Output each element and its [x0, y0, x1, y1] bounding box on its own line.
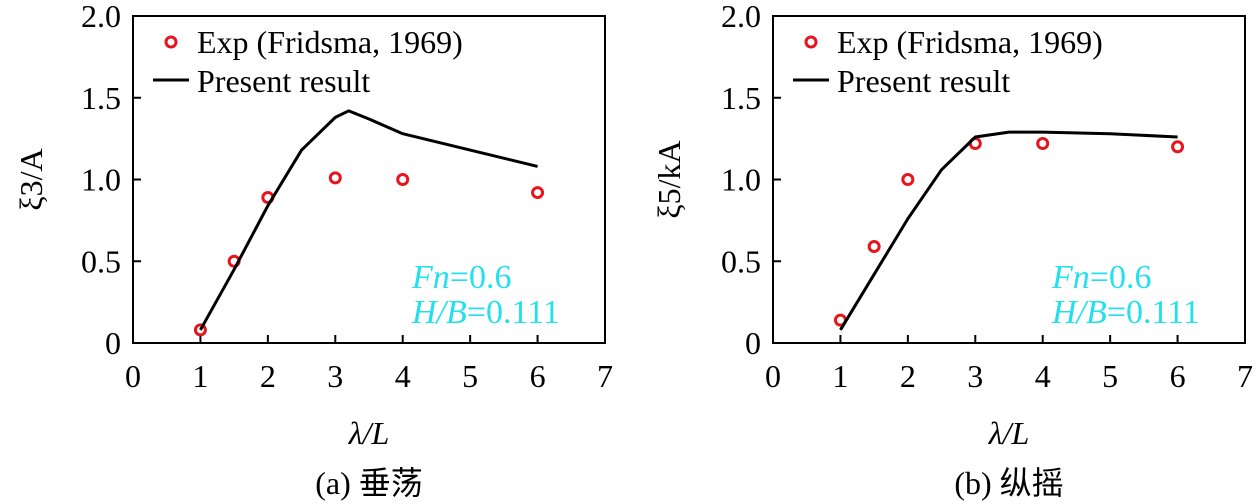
annotation-symbol: Fn	[1051, 259, 1090, 296]
y-tick-label: 0.5	[81, 243, 121, 279]
x-tick-label: 4	[1035, 358, 1051, 394]
legend-label-present: Present result	[837, 63, 1010, 99]
y-tick-label: 1.5	[721, 80, 761, 116]
y-tick-label: 1.0	[81, 162, 121, 198]
panel-caption: (a) 垂荡	[315, 465, 423, 501]
y-tick-label: 0	[745, 325, 761, 361]
legend-label-exp: Exp (Fridsma, 1969)	[837, 24, 1103, 60]
x-axis-label: λ/L	[348, 415, 390, 451]
data-point-exp	[867, 240, 881, 254]
annotation-fn: Fn=0.6	[411, 259, 511, 296]
annotation-hb: H/B=0.111	[411, 294, 560, 331]
x-tick-label: 4	[395, 358, 411, 394]
data-point-exp	[901, 173, 915, 186]
y-tick-label: 1.5	[81, 80, 121, 116]
x-tick-label: 2	[260, 358, 276, 394]
x-tick-label: 1	[832, 358, 848, 394]
y-axis-label: ξ3/A	[13, 148, 49, 210]
data-point-exp	[328, 171, 342, 185]
y-tick-label: 2.0	[721, 0, 761, 34]
x-tick-label: 0	[125, 358, 141, 394]
x-tick-label: 3	[967, 358, 983, 394]
y-tick-label: 0	[105, 325, 121, 361]
series-line-present-result	[199, 109, 538, 331]
x-tick-label: 7	[1237, 358, 1253, 394]
x-tick-label: 0	[765, 358, 781, 394]
legend-label-present: Present result	[197, 63, 370, 99]
chart-panel-b: 0 1 2 3 4 5 6 7 0 0.5 1.0 1.5 2.0 λ/L ξ5/kA (b) 纵摇 Exp (…	[651, 0, 1253, 501]
x-tick-label: 2	[900, 358, 916, 394]
x-tick-label: 6	[530, 358, 546, 394]
data-point-exp	[1036, 137, 1050, 151]
series-line-present-result	[839, 130, 1178, 331]
chart-panel-a: 0 1 2 3 4 5 6 7 0 0.5 1.0 1.5 2.0 λ/L ξ3/A (a) 垂荡 Exp (F…	[13, 0, 613, 501]
legend-marker-exp	[804, 35, 818, 49]
x-tick-label: 5	[1102, 358, 1118, 394]
y-tick-label: 0.5	[721, 243, 761, 279]
y-axis-label: ξ5/kA	[651, 140, 687, 218]
panel-caption: (b) 纵摇	[954, 465, 1063, 501]
annotation-symbol: Fn	[411, 259, 450, 296]
y-tick-label: 2.0	[81, 0, 121, 34]
x-tick-label: 6	[1170, 358, 1186, 394]
x-tick-label: 3	[327, 358, 343, 394]
legend-marker-exp	[164, 35, 178, 49]
annotation-value: =0.111	[1107, 294, 1200, 331]
annotation-value: =0.6	[1090, 259, 1152, 296]
legend-label-exp: Exp (Fridsma, 1969)	[197, 24, 463, 60]
annotation-hb: H/B=0.111	[1051, 294, 1200, 331]
data-point-exp	[193, 323, 207, 337]
y-tick-label: 1.0	[721, 162, 761, 198]
x-tick-label: 5	[462, 358, 478, 394]
annotation-value: =0.6	[450, 259, 512, 296]
annotation-fn: Fn=0.6	[1051, 259, 1151, 296]
x-tick-label: 7	[597, 358, 613, 394]
x-tick-label: 1	[192, 358, 208, 394]
annotation-symbol: H/B	[411, 294, 467, 331]
data-point-exp	[1171, 140, 1185, 154]
x-axis-label: λ/L	[988, 415, 1030, 451]
annotation-value: =0.111	[467, 294, 560, 331]
data-point-exp	[531, 186, 545, 200]
data-point-exp	[396, 173, 410, 186]
annotation-symbol: H/B	[1051, 294, 1107, 331]
